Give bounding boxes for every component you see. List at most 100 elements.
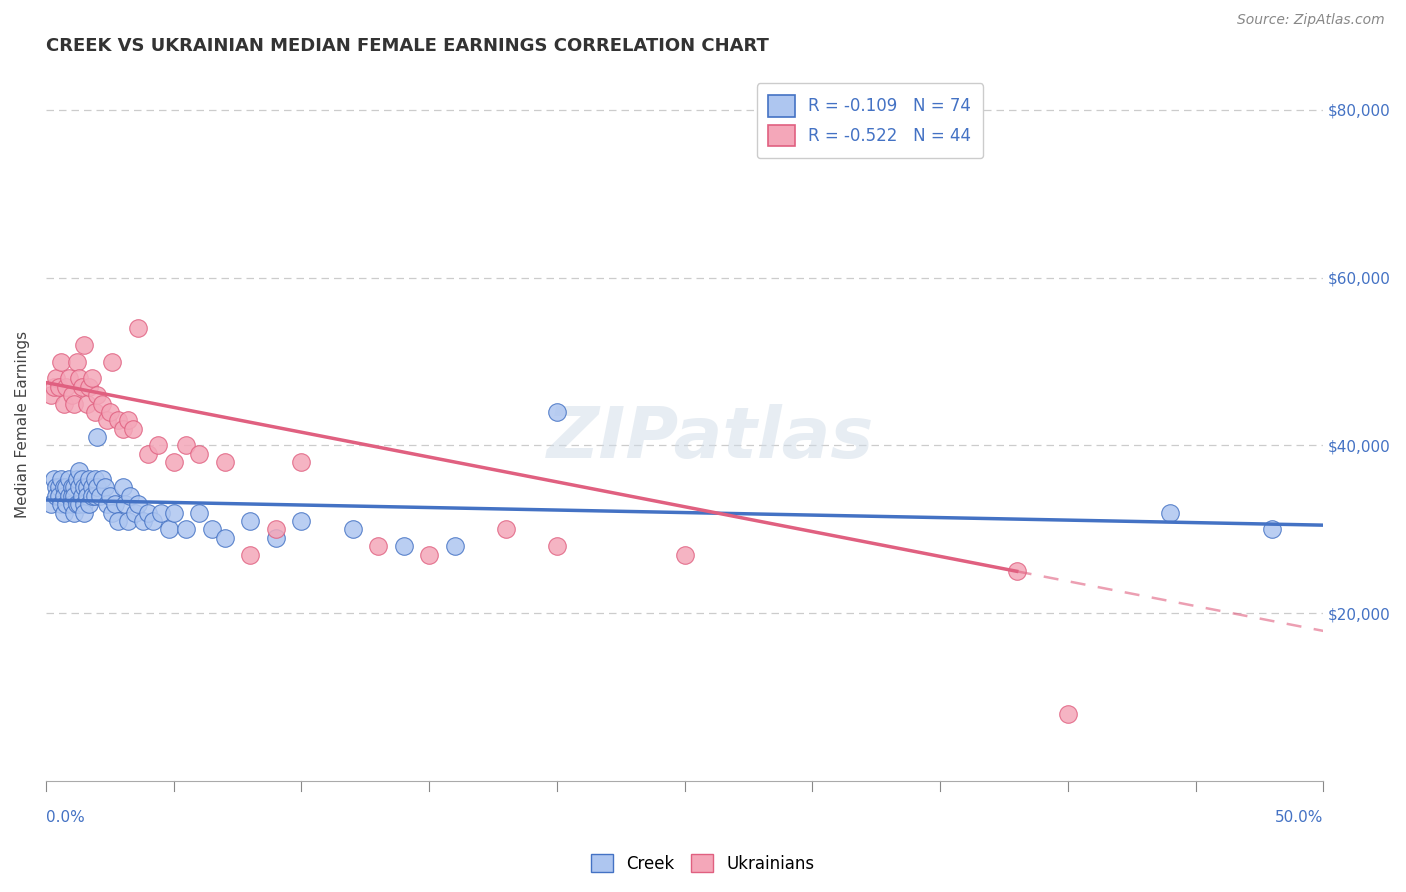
Point	[67, 371, 90, 385]
Text: ZIPatlas: ZIPatlas	[547, 404, 875, 474]
Point	[101, 354, 124, 368]
Point	[83, 405, 105, 419]
Point	[52, 396, 75, 410]
Point	[101, 506, 124, 520]
Point	[1056, 706, 1078, 721]
Point	[89, 489, 111, 503]
Point	[51, 497, 73, 511]
Point	[39, 497, 62, 511]
Point	[63, 489, 86, 503]
Point	[51, 354, 73, 368]
Point	[52, 480, 75, 494]
Point	[546, 405, 568, 419]
Point	[188, 506, 211, 520]
Point	[124, 506, 146, 520]
Legend: Creek, Ukrainians: Creek, Ukrainians	[585, 847, 821, 880]
Point	[121, 422, 143, 436]
Point	[52, 506, 75, 520]
Point	[546, 539, 568, 553]
Point	[136, 447, 159, 461]
Point	[93, 480, 115, 494]
Point	[66, 497, 89, 511]
Point	[111, 422, 134, 436]
Point	[79, 380, 101, 394]
Point	[63, 506, 86, 520]
Point	[136, 506, 159, 520]
Point	[111, 480, 134, 494]
Point	[67, 497, 90, 511]
Point	[76, 396, 98, 410]
Point	[73, 480, 96, 494]
Legend: R = -0.109   N = 74, R = -0.522   N = 44: R = -0.109 N = 74, R = -0.522 N = 44	[756, 84, 983, 158]
Point	[117, 413, 139, 427]
Point	[42, 380, 65, 394]
Point	[107, 413, 129, 427]
Point	[39, 388, 62, 402]
Point	[79, 497, 101, 511]
Point	[98, 405, 121, 419]
Point	[73, 506, 96, 520]
Point	[98, 489, 121, 503]
Point	[52, 489, 75, 503]
Point	[495, 522, 517, 536]
Point	[48, 489, 70, 503]
Point	[104, 497, 127, 511]
Point	[107, 514, 129, 528]
Text: 0.0%: 0.0%	[46, 810, 84, 824]
Point	[83, 472, 105, 486]
Point	[264, 522, 287, 536]
Point	[367, 539, 389, 553]
Point	[45, 489, 67, 503]
Point	[142, 514, 165, 528]
Point	[127, 321, 149, 335]
Point	[42, 472, 65, 486]
Point	[60, 480, 83, 494]
Point	[45, 480, 67, 494]
Point	[239, 548, 262, 562]
Point	[60, 489, 83, 503]
Text: Source: ZipAtlas.com: Source: ZipAtlas.com	[1237, 13, 1385, 28]
Point	[290, 514, 312, 528]
Point	[86, 480, 108, 494]
Point	[149, 506, 172, 520]
Point	[63, 396, 86, 410]
Point	[58, 489, 80, 503]
Point	[66, 472, 89, 486]
Point	[48, 380, 70, 394]
Point	[163, 506, 186, 520]
Point	[264, 531, 287, 545]
Point	[73, 497, 96, 511]
Point	[163, 455, 186, 469]
Point	[70, 489, 93, 503]
Point	[76, 489, 98, 503]
Point	[673, 548, 696, 562]
Point	[48, 480, 70, 494]
Point	[96, 497, 118, 511]
Point	[76, 480, 98, 494]
Point	[45, 371, 67, 385]
Point	[60, 497, 83, 511]
Point	[443, 539, 465, 553]
Point	[79, 472, 101, 486]
Point	[67, 480, 90, 494]
Text: 50.0%: 50.0%	[1275, 810, 1323, 824]
Point	[96, 413, 118, 427]
Point	[188, 447, 211, 461]
Y-axis label: Median Female Earnings: Median Female Earnings	[15, 331, 30, 518]
Point	[214, 531, 236, 545]
Point	[70, 472, 93, 486]
Point	[80, 371, 103, 385]
Point	[80, 489, 103, 503]
Point	[66, 354, 89, 368]
Point	[55, 380, 77, 394]
Point	[91, 396, 114, 410]
Point	[201, 522, 224, 536]
Point	[176, 522, 198, 536]
Point	[418, 548, 440, 562]
Point	[91, 472, 114, 486]
Point	[86, 388, 108, 402]
Point	[214, 455, 236, 469]
Point	[1159, 506, 1181, 520]
Point	[117, 514, 139, 528]
Point	[73, 338, 96, 352]
